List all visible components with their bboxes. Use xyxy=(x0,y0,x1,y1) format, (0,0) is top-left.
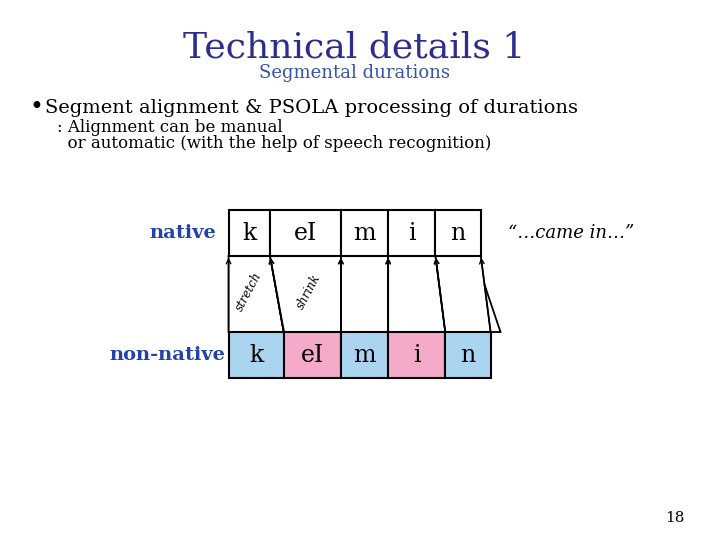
Polygon shape xyxy=(430,256,500,332)
Text: 18: 18 xyxy=(665,511,685,525)
Text: Segmental durations: Segmental durations xyxy=(259,64,450,82)
Text: : Alignment can be manual: : Alignment can be manual xyxy=(57,118,283,136)
Text: eI: eI xyxy=(294,221,317,245)
Bar xyxy=(341,210,388,256)
Bar xyxy=(436,210,481,256)
Polygon shape xyxy=(228,256,284,332)
Text: m: m xyxy=(354,343,376,367)
Bar xyxy=(341,332,388,378)
Polygon shape xyxy=(384,256,455,332)
Polygon shape xyxy=(274,256,359,332)
Polygon shape xyxy=(341,256,388,332)
Text: Technical details 1: Technical details 1 xyxy=(184,30,526,64)
Bar xyxy=(445,332,490,378)
Text: eI: eI xyxy=(301,343,324,367)
Text: “…came in…”: “…came in…” xyxy=(508,224,634,242)
Text: native: native xyxy=(149,224,215,242)
Bar xyxy=(228,210,270,256)
Bar xyxy=(388,210,436,256)
Polygon shape xyxy=(339,256,404,332)
Text: •: • xyxy=(30,97,43,119)
Text: n: n xyxy=(460,343,476,367)
Text: or automatic (with the help of speech recognition): or automatic (with the help of speech re… xyxy=(57,134,492,152)
Text: shrink: shrink xyxy=(294,272,323,312)
Polygon shape xyxy=(270,256,341,332)
Bar xyxy=(228,332,284,378)
Polygon shape xyxy=(436,256,490,332)
Polygon shape xyxy=(228,256,274,332)
Text: Segment alignment & PSOLA processing of durations: Segment alignment & PSOLA processing of … xyxy=(45,99,578,117)
Bar xyxy=(270,210,341,256)
Text: i: i xyxy=(408,221,415,245)
Text: k: k xyxy=(249,343,264,367)
Polygon shape xyxy=(388,256,445,332)
Text: stretch: stretch xyxy=(233,270,264,314)
Text: n: n xyxy=(451,221,466,245)
Text: i: i xyxy=(413,343,420,367)
Text: k: k xyxy=(242,221,256,245)
Text: m: m xyxy=(354,221,376,245)
Bar xyxy=(388,332,445,378)
Bar xyxy=(284,332,341,378)
Text: non-native: non-native xyxy=(109,346,225,364)
